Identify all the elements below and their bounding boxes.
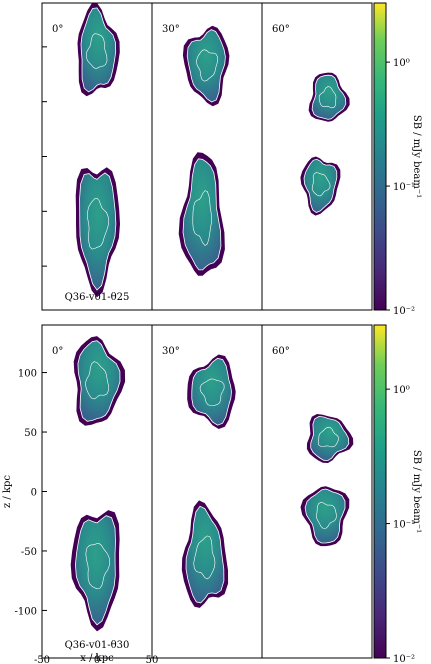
contour-line xyxy=(85,543,110,590)
emission-region xyxy=(185,505,225,604)
y-tick-label: -50 xyxy=(21,547,37,558)
y-tick-label: 50 xyxy=(24,428,37,439)
y-tick-label: 100 xyxy=(18,369,37,380)
contour-line xyxy=(311,172,331,197)
contour-line xyxy=(87,197,109,250)
contour-line xyxy=(317,426,339,448)
x-tick-label: 0 xyxy=(94,655,100,664)
colorbar-tick-label: 10⁰ xyxy=(393,385,410,396)
emission-region xyxy=(191,357,232,426)
emission-region xyxy=(304,488,346,544)
contour-line xyxy=(85,33,108,69)
emission-region xyxy=(303,158,338,213)
colorbar xyxy=(373,2,387,311)
emission-region xyxy=(186,29,226,103)
angle-label: 0° xyxy=(52,24,63,35)
contour-line xyxy=(316,501,337,529)
angle-label: 60° xyxy=(272,24,290,35)
angle-label: 30° xyxy=(162,24,180,35)
panel-background xyxy=(262,3,372,310)
y-tick-label: -100 xyxy=(15,606,37,617)
simulation-label: Q36-v01-θ30 xyxy=(65,640,130,651)
colorbar xyxy=(373,324,387,659)
simulation-label: Q36-v01-θ25 xyxy=(65,292,130,303)
angle-label: 0° xyxy=(52,346,63,357)
emission-region xyxy=(80,7,117,93)
y-axis-label: z / kpc xyxy=(2,475,13,508)
colorbar-tick-label: 10⁰ xyxy=(393,58,410,69)
x-axis-label: x / kpc xyxy=(80,653,114,664)
contour-line xyxy=(85,361,109,400)
emission-region xyxy=(182,158,222,271)
angle-label: 30° xyxy=(162,346,180,357)
x-tick-label: -50 xyxy=(34,655,50,664)
colorbar-tick-label: 10⁻² xyxy=(393,306,415,317)
contour-line xyxy=(193,535,216,580)
panel-frame xyxy=(261,2,373,311)
colorbar-label: SB / mJy beam⁻¹ xyxy=(411,450,422,533)
colorbar-tick-label: 10⁻¹ xyxy=(393,182,415,193)
emission-region xyxy=(74,515,116,626)
emission-region xyxy=(79,172,117,291)
emission-region xyxy=(77,340,121,422)
y-tick-label: 0 xyxy=(31,488,37,499)
emission-region xyxy=(310,415,350,461)
contour-line xyxy=(199,378,225,406)
angle-label: 60° xyxy=(272,346,290,357)
panel-frame xyxy=(261,324,373,659)
emission-region xyxy=(311,74,347,120)
contour-line xyxy=(318,86,337,109)
contour-line xyxy=(196,49,219,82)
x-tick-label: 50 xyxy=(146,655,159,664)
colorbar-tick-label: 10⁻¹ xyxy=(393,520,415,531)
contour-line xyxy=(192,190,212,246)
colorbar-label: SB / mJy beam⁻¹ xyxy=(411,115,422,198)
colorbar-tick-label: 10⁻² xyxy=(393,654,415,664)
